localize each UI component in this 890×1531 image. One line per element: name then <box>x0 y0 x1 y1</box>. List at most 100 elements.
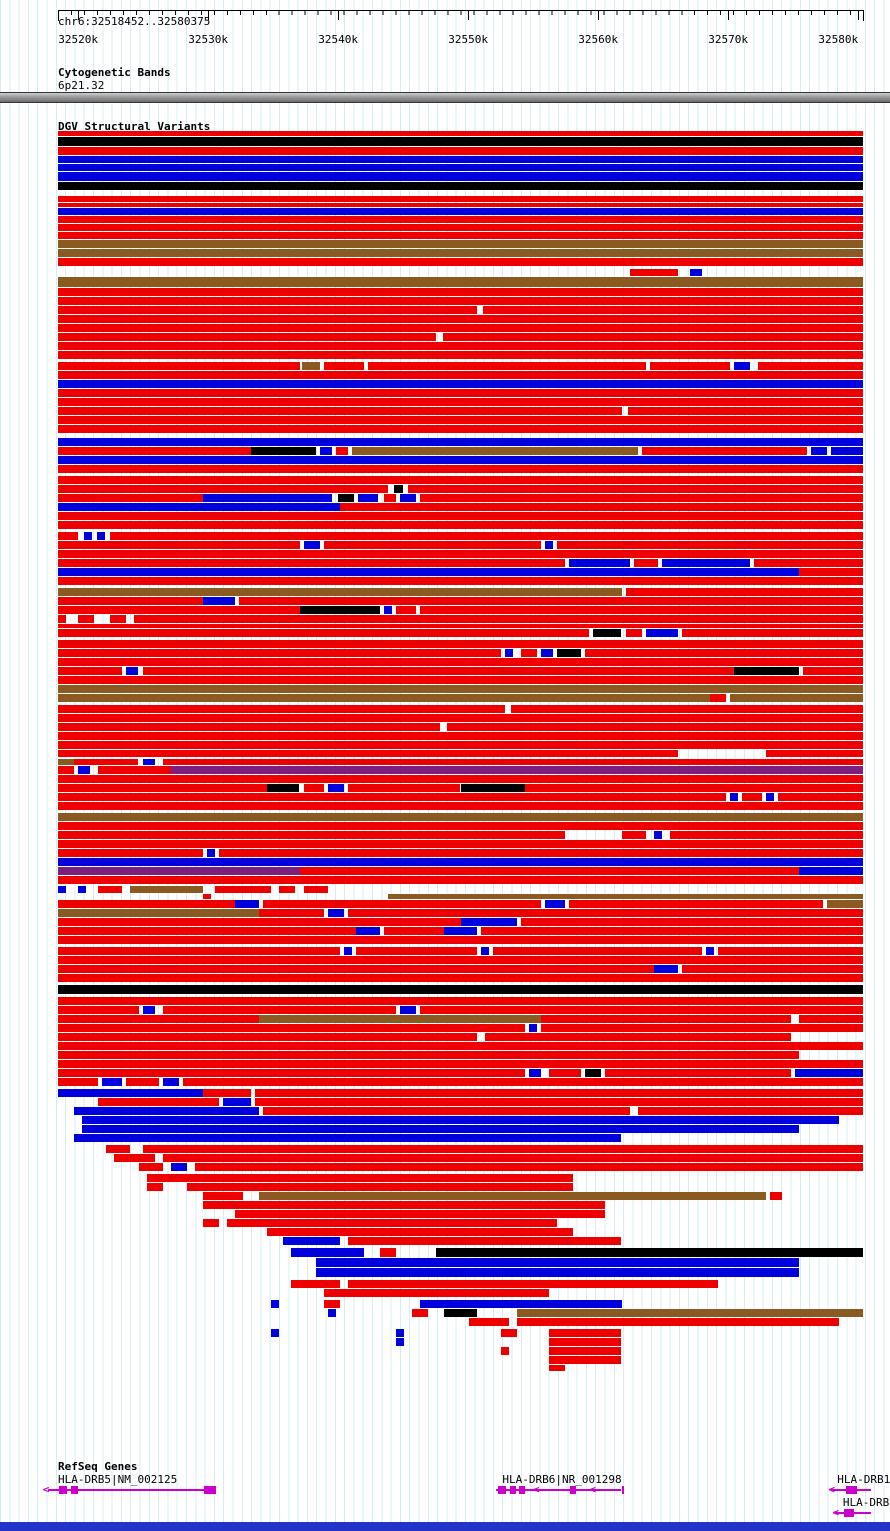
variant-bar[interactable] <box>58 849 203 857</box>
variant-bar[interactable] <box>557 541 863 549</box>
variant-bar[interactable] <box>549 1356 622 1364</box>
variant-bar[interactable] <box>58 131 863 136</box>
variant-bar[interactable] <box>730 694 863 702</box>
variant-bar[interactable] <box>798 1015 863 1023</box>
variant-bar[interactable] <box>110 532 863 540</box>
variant-bar[interactable] <box>778 793 863 801</box>
variant-bar[interactable] <box>58 512 863 520</box>
variant-bar[interactable] <box>58 936 863 944</box>
variant-bar[interactable] <box>641 447 807 455</box>
variant-bar[interactable] <box>384 606 393 614</box>
variant-bar[interactable] <box>420 606 863 614</box>
variant-bar[interactable] <box>468 1318 509 1326</box>
variant-bar[interactable] <box>58 597 203 605</box>
variant-bar[interactable] <box>826 900 863 908</box>
variant-bar[interactable] <box>58 203 863 207</box>
variant-bar[interactable] <box>58 249 863 257</box>
variant-bar[interactable] <box>649 362 731 370</box>
variant-bar[interactable] <box>299 606 380 614</box>
variant-bar[interactable] <box>633 559 658 567</box>
variant-bar[interactable] <box>384 494 397 502</box>
variant-bar[interactable] <box>98 1098 219 1106</box>
variant-bar[interactable] <box>388 894 863 899</box>
variant-bar[interactable] <box>396 1338 405 1346</box>
variant-bar[interactable] <box>126 667 139 675</box>
variant-bar[interactable] <box>770 1192 783 1200</box>
variant-bar[interactable] <box>58 258 863 266</box>
variant-bar[interactable] <box>58 389 863 397</box>
variant-bar[interactable] <box>98 886 123 893</box>
variant-bar[interactable] <box>301 362 320 370</box>
variant-bar[interactable] <box>528 1069 541 1077</box>
variant-bar[interactable] <box>259 1192 767 1200</box>
variant-bar[interactable] <box>58 723 441 731</box>
variant-bar[interactable] <box>520 649 537 657</box>
variant-bar[interactable] <box>58 858 863 866</box>
variant-bar[interactable] <box>202 894 211 899</box>
variant-bar[interactable] <box>484 1033 791 1041</box>
variant-bar[interactable] <box>520 918 863 926</box>
variant-bar[interactable] <box>303 886 328 893</box>
variant-bar[interactable] <box>58 658 863 666</box>
variant-bar[interactable] <box>202 1201 606 1209</box>
variant-bar[interactable] <box>58 750 678 757</box>
gene-intron-line[interactable] <box>48 1489 216 1491</box>
variant-bar[interactable] <box>58 333 437 341</box>
variant-bar[interactable] <box>58 380 863 388</box>
variant-bar[interactable] <box>58 362 300 370</box>
variant-bar[interactable] <box>58 974 863 982</box>
variant-bar[interactable] <box>384 927 445 935</box>
variant-bar[interactable] <box>206 849 215 857</box>
variant-bar[interactable] <box>82 1116 839 1124</box>
variant-bar[interactable] <box>339 503 863 511</box>
variant-bar[interactable] <box>58 306 477 314</box>
variant-bar[interactable] <box>541 1015 791 1023</box>
variant-bar[interactable] <box>58 351 863 359</box>
variant-bar[interactable] <box>58 927 356 935</box>
variant-bar[interactable] <box>58 766 75 774</box>
variant-bar[interactable] <box>569 900 823 908</box>
variant-bar[interactable] <box>202 1089 252 1097</box>
gene-label[interactable]: HLA-DRB6|NR_001298 <box>502 1473 622 1486</box>
gene-intron-line[interactable] <box>495 1489 622 1491</box>
variant-bar[interactable] <box>58 1089 203 1097</box>
variant-bar[interactable] <box>78 886 87 893</box>
variant-bar[interactable] <box>327 784 344 792</box>
variant-bar[interactable] <box>347 784 461 792</box>
variant-bar[interactable] <box>58 172 863 181</box>
variant-bar[interactable] <box>271 1300 280 1308</box>
variant-bar[interactable] <box>279 886 296 893</box>
variant-bar[interactable] <box>235 900 260 908</box>
variant-bar[interactable] <box>58 1042 863 1050</box>
variant-bar[interactable] <box>549 1338 622 1346</box>
variant-bar[interactable] <box>58 196 863 202</box>
variant-bar[interactable] <box>303 784 324 792</box>
variant-bar[interactable] <box>766 750 863 757</box>
variant-bar[interactable] <box>58 315 863 323</box>
variant-bar[interactable] <box>186 1183 574 1191</box>
variant-bar[interactable] <box>130 886 203 893</box>
variant-bar[interactable] <box>460 784 525 792</box>
variant-bar[interactable] <box>766 793 775 801</box>
variant-bar[interactable] <box>58 416 863 424</box>
variant-bar[interactable] <box>327 909 344 917</box>
variant-bar[interactable] <box>444 1309 477 1317</box>
variant-bar[interactable] <box>58 640 863 648</box>
variant-bar[interactable] <box>58 288 863 296</box>
variant-bar[interactable] <box>58 741 863 749</box>
variant-bar[interactable] <box>480 947 489 955</box>
variant-bar[interactable] <box>271 1329 280 1337</box>
variant-bar[interactable] <box>58 224 863 231</box>
variant-bar[interactable] <box>625 629 642 637</box>
variant-bar[interactable] <box>263 1107 630 1115</box>
gene-exon[interactable] <box>569 1486 577 1494</box>
variant-bar[interactable] <box>653 831 662 839</box>
variant-bar[interactable] <box>202 494 332 502</box>
variant-bar[interactable] <box>629 269 678 276</box>
variant-bar[interactable] <box>138 1163 163 1171</box>
variant-bar[interactable] <box>58 676 863 684</box>
variant-bar[interactable] <box>82 1125 799 1133</box>
variant-bar[interactable] <box>661 559 751 567</box>
variant-bar[interactable] <box>303 541 320 549</box>
variant-bar[interactable] <box>58 425 863 433</box>
